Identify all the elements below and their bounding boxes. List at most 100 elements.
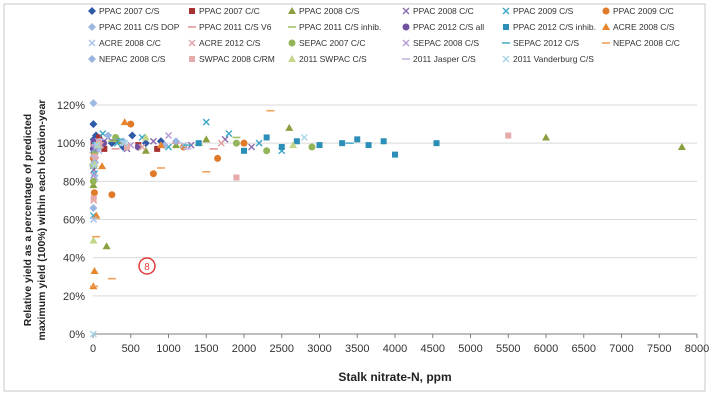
legend-label: ACRE 2008 C/S <box>613 22 675 32</box>
legend-label: PPAC 2009 C/C <box>613 6 674 16</box>
legend-marker <box>189 8 195 14</box>
x-tick-label: 4000 <box>383 343 407 355</box>
legend-marker <box>602 7 610 15</box>
data-point <box>127 120 135 128</box>
data-point <box>241 147 247 154</box>
data-point <box>156 141 165 149</box>
data-point <box>677 142 686 150</box>
data-point <box>217 139 225 147</box>
data-point <box>300 133 308 141</box>
legend-item: SEPAC 2008 C/S <box>402 38 479 48</box>
data-point <box>89 204 98 213</box>
x-tick-label: 500 <box>122 343 140 355</box>
data-point <box>98 162 107 170</box>
data-point <box>195 140 202 147</box>
x-tick-label: 2500 <box>270 343 294 355</box>
data-point <box>289 141 298 149</box>
legend-marker <box>402 23 410 31</box>
legend-label: SEPAC 2012 C/S <box>513 38 579 48</box>
legend-item: PPAC 2012 C/S all <box>402 22 484 32</box>
legend-marker <box>88 23 96 31</box>
legend-marker <box>88 7 96 15</box>
data-point <box>248 143 256 151</box>
legend-label: 2011 Vanderburg C/S <box>513 54 594 64</box>
data-point <box>149 137 157 145</box>
legend-marker <box>288 55 296 62</box>
data-point <box>202 135 211 143</box>
legend-item: PPAC 2011 C/S inhib. <box>288 22 381 32</box>
legend-label: PPAC 2012 C/S all <box>413 22 484 32</box>
data-point <box>354 136 361 143</box>
data-point <box>202 118 210 126</box>
data-point <box>90 216 98 223</box>
legend-item: PPAC 2009 C/C <box>602 6 674 16</box>
y-tick-label: 120% <box>57 100 85 112</box>
data-point <box>90 162 98 170</box>
y-axis-title: Relative yield as a percentage of predic… <box>22 100 48 341</box>
legend-item: SEPAC 2012 C/S <box>502 38 579 48</box>
data-point <box>263 147 271 155</box>
x-tick-label: 1500 <box>194 343 218 355</box>
data-point <box>392 151 398 158</box>
data-point <box>90 195 97 202</box>
legend-item: PPAC 2012 C/S inhib. <box>503 22 596 32</box>
legend-label: NEPAC 2008 C/S <box>99 54 166 64</box>
legend-label: SWPAC 2008 C/RM <box>199 54 275 64</box>
data-point <box>128 131 137 140</box>
legend-item: NEPAC 2008 C/C <box>602 38 680 48</box>
legend-label: ACRE 2012 C/S <box>199 38 261 48</box>
data-point <box>90 267 99 275</box>
x-tick-label: 0 <box>90 343 96 355</box>
chart-border <box>3 3 706 392</box>
data-point <box>89 120 98 129</box>
x-tick-label: 5500 <box>496 343 520 355</box>
legend: PPAC 2007 C/S PPAC 2007 C/C PPAC 2008 C/S P… <box>88 6 680 64</box>
legend-item: 2011 Vanderburg C/S <box>502 54 594 64</box>
y-tick-label: 80% <box>63 176 85 188</box>
legend-item: PPAC 2008 C/C <box>402 6 474 16</box>
axes: 0% 20% 40% 60% 80% 100% 120% 0 500 1000 1500 2000 25… <box>57 100 709 355</box>
y-tick-label: 40% <box>63 253 85 265</box>
legend-item: SEPAC 2007 C/C <box>288 38 365 48</box>
data-point <box>149 170 157 178</box>
legend-label: PPAC 2008 C/C <box>413 6 474 16</box>
data-point <box>90 172 98 180</box>
legend-item: 2011 SWPAC C/S <box>288 54 367 64</box>
legend-item: ACRE 2008 C/C <box>88 38 161 48</box>
legend-marker <box>288 7 296 14</box>
legend-item: PPAC 2011 C/S DOP <box>88 22 180 32</box>
data-point <box>89 177 97 185</box>
annotation-circle <box>138 257 156 275</box>
data-point <box>120 118 129 126</box>
axis-titles: Stalk nitrate-N, ppm Relative yield as a … <box>22 100 452 385</box>
legend-marker <box>502 55 510 63</box>
data-point <box>101 145 108 152</box>
data-point <box>121 139 129 147</box>
data-point <box>89 99 98 108</box>
data-point <box>293 138 300 145</box>
legend-marker <box>288 39 296 47</box>
legend-marker <box>189 56 195 62</box>
data-point <box>89 330 97 338</box>
legend-item: NEPAC 2008 C/S <box>88 54 166 64</box>
legend-item: ACRE 2008 C/S <box>602 22 675 32</box>
legend-item: PPAC 2011 C/S V6 <box>188 22 272 32</box>
legend-label: PPAC 2011 C/S inhib. <box>299 22 381 32</box>
y-tick-label: 20% <box>63 291 85 303</box>
data-point <box>138 143 146 151</box>
data-point <box>255 139 263 147</box>
legend-marker <box>88 39 96 47</box>
legend-item: PPAC 2007 C/C <box>189 6 260 16</box>
legend-label: PPAC 2007 C/S <box>99 6 160 16</box>
legend-label: PPAC 2007 C/C <box>199 6 260 16</box>
data-point <box>365 142 372 149</box>
x-tick-label: 6500 <box>572 343 596 355</box>
x-tick-label: 7000 <box>609 343 633 355</box>
data-point <box>285 123 294 131</box>
x-tick-label: 3500 <box>345 343 369 355</box>
data-point <box>380 138 387 145</box>
data-point <box>90 160 99 168</box>
x-tick-label: 8000 <box>685 343 709 355</box>
data-point <box>90 189 98 197</box>
